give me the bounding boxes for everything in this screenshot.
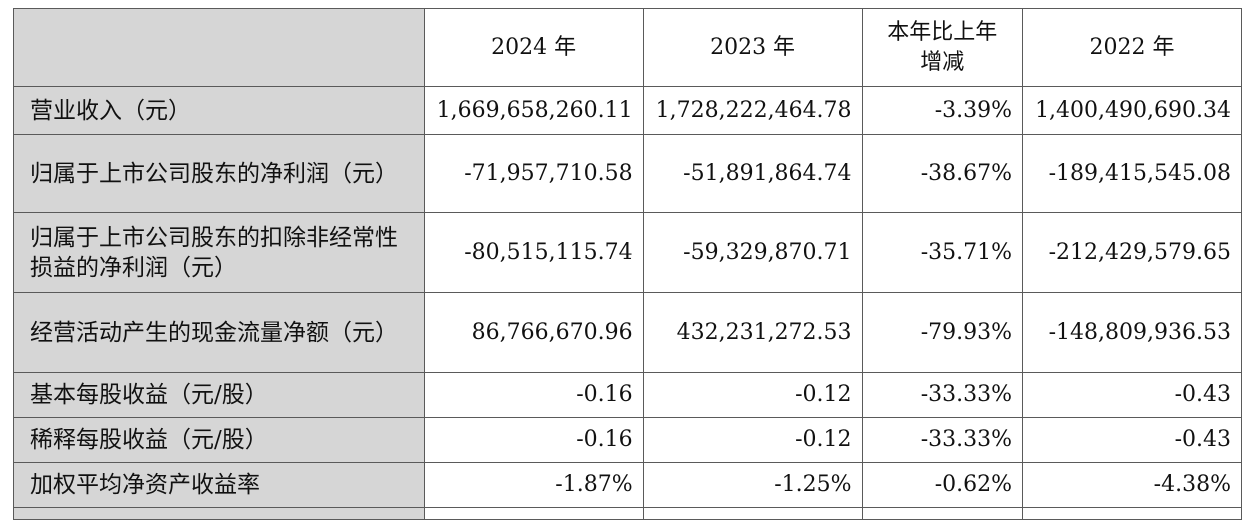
row-label: 归属于上市公司股东的扣除非经常性损益的净利润（元） <box>13 212 425 293</box>
cell-2022: 1,400,490,690.34 <box>1022 86 1242 135</box>
table-row: 归属于上市公司股东的净利润（元） -71,957,710.58 -51,891,… <box>13 134 1242 213</box>
header-2023: 2023 年 <box>642 8 863 87</box>
cell-clipped <box>642 507 863 520</box>
cell-2024: -0.16 <box>423 372 644 418</box>
cell-2022: -148,809,936.53 <box>1022 292 1242 373</box>
cell-2023: -1.25% <box>642 462 863 508</box>
row-label: 加权平均净资产收益率 <box>13 462 425 508</box>
row-label: 营业收入（元） <box>13 86 425 135</box>
row-label: 经营活动产生的现金流量净额（元） <box>13 292 425 373</box>
cell-2023: 432,231,272.53 <box>642 292 863 373</box>
cell-2024: -71,957,710.58 <box>423 134 644 213</box>
cell-2024: -80,515,115.74 <box>423 212 644 293</box>
table-row: 加权平均净资产收益率 -1.87% -1.25% -0.62% -4.38% <box>13 462 1242 508</box>
table-row: 稀释每股收益（元/股） -0.16 -0.12 -33.33% -0.43 <box>13 417 1242 463</box>
cell-2023: -51,891,864.74 <box>642 134 863 213</box>
financial-table-frame: 2024 年 2023 年 本年比上年增减 2022 年 营业收入（元） 1,6… <box>13 8 1242 520</box>
cell-2024: 86,766,670.96 <box>423 292 644 373</box>
header-2024: 2024 年 <box>423 8 644 87</box>
cell-2022: -4.38% <box>1022 462 1242 508</box>
cell-2022: -0.43 <box>1022 372 1242 418</box>
cell-clipped <box>861 507 1024 520</box>
cell-change: -33.33% <box>861 372 1024 418</box>
cell-clipped <box>1022 507 1242 520</box>
table-header-row: 2024 年 2023 年 本年比上年增减 2022 年 <box>13 8 1242 87</box>
table-row: 营业收入（元） 1,669,658,260.11 1,728,222,464.7… <box>13 86 1242 135</box>
header-corner-cell <box>13 8 425 87</box>
cell-2023: -0.12 <box>642 417 863 463</box>
table-row: 基本每股收益（元/股） -0.16 -0.12 -33.33% -0.43 <box>13 372 1242 418</box>
cell-2022: -0.43 <box>1022 417 1242 463</box>
table-row-clipped <box>13 507 1242 520</box>
cell-change: -35.71% <box>861 212 1024 293</box>
cell-2024: 1,669,658,260.11 <box>423 86 644 135</box>
cell-change: -79.93% <box>861 292 1024 373</box>
cell-clipped <box>423 507 644 520</box>
cell-2023: -0.12 <box>642 372 863 418</box>
header-yoy-change: 本年比上年增减 <box>861 8 1024 87</box>
row-label-clipped <box>13 507 425 520</box>
cell-change: -33.33% <box>861 417 1024 463</box>
financial-summary-table: 2024 年 2023 年 本年比上年增减 2022 年 营业收入（元） 1,6… <box>13 8 1242 520</box>
cell-2024: -0.16 <box>423 417 644 463</box>
header-2022: 2022 年 <box>1022 8 1242 87</box>
cell-2022: -212,429,579.65 <box>1022 212 1242 293</box>
cell-change: -0.62% <box>861 462 1024 508</box>
row-label: 基本每股收益（元/股） <box>13 372 425 418</box>
row-label: 归属于上市公司股东的净利润（元） <box>13 134 425 213</box>
row-label: 稀释每股收益（元/股） <box>13 417 425 463</box>
cell-change: -3.39% <box>861 86 1024 135</box>
cell-2023: 1,728,222,464.78 <box>642 86 863 135</box>
cell-2023: -59,329,870.71 <box>642 212 863 293</box>
cell-2024: -1.87% <box>423 462 644 508</box>
table-row: 归属于上市公司股东的扣除非经常性损益的净利润（元） -80,515,115.74… <box>13 212 1242 293</box>
table-row: 经营活动产生的现金流量净额（元） 86,766,670.96 432,231,2… <box>13 292 1242 373</box>
cell-2022: -189,415,545.08 <box>1022 134 1242 213</box>
cell-change: -38.67% <box>861 134 1024 213</box>
